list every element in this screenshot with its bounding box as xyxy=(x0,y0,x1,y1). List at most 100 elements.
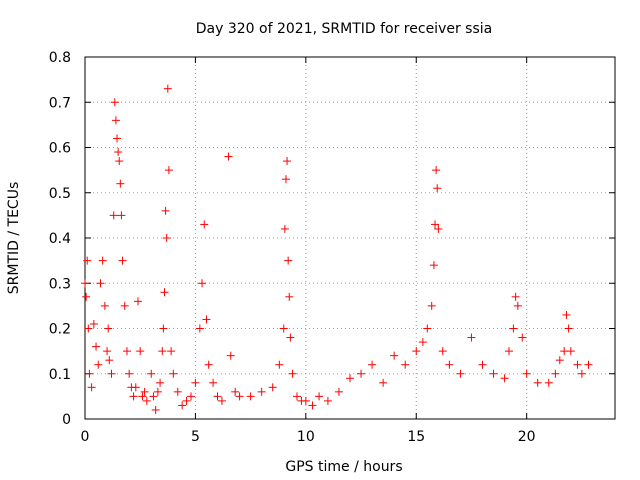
data-point xyxy=(418,338,427,347)
data-point xyxy=(533,378,542,387)
y-tick-label: 0 xyxy=(62,412,71,428)
data-point xyxy=(323,396,332,405)
data-points xyxy=(81,84,593,414)
x-axis-label: GPS time / hours xyxy=(285,459,402,475)
data-point xyxy=(562,310,571,319)
x-ticks: 0 5 10 15 20 xyxy=(81,57,536,445)
data-point xyxy=(511,292,520,301)
data-point xyxy=(131,383,140,392)
chart-title: Day 320 of 2021, SRMTID for receiver ssi… xyxy=(196,21,492,37)
data-point xyxy=(584,360,593,369)
x-tick-label: 10 xyxy=(297,429,315,445)
data-point xyxy=(173,387,182,396)
data-point xyxy=(125,369,134,378)
data-point xyxy=(204,360,213,369)
data-point xyxy=(81,279,89,288)
data-point xyxy=(85,369,94,378)
data-point xyxy=(429,261,438,270)
data-point xyxy=(286,333,295,342)
data-point xyxy=(301,396,310,405)
data-point xyxy=(200,220,209,229)
x-tick-label: 20 xyxy=(518,429,536,445)
data-point xyxy=(231,387,240,396)
x-tick-label: 5 xyxy=(191,429,200,445)
data-point xyxy=(432,166,441,175)
data-point xyxy=(281,175,290,184)
data-point xyxy=(315,392,324,401)
data-point xyxy=(518,333,527,342)
data-point xyxy=(283,157,292,166)
data-point xyxy=(500,374,509,383)
data-point xyxy=(198,279,207,288)
data-point xyxy=(564,324,573,333)
data-point xyxy=(182,396,191,405)
data-point xyxy=(478,360,487,369)
data-point xyxy=(82,292,91,301)
data-point xyxy=(191,378,200,387)
data-point xyxy=(140,387,149,396)
y-ticks: 0 0.1 0.2 0.3 0.4 0.5 0.6 0.7 0.8 xyxy=(49,50,615,428)
data-point xyxy=(115,157,124,166)
data-point xyxy=(100,301,109,310)
data-point xyxy=(226,351,235,360)
data-point xyxy=(284,256,293,265)
y-tick-label: 0.2 xyxy=(49,322,71,338)
data-point xyxy=(217,396,226,405)
data-point xyxy=(162,234,171,242)
data-point xyxy=(334,387,343,396)
data-point xyxy=(257,387,266,396)
data-point xyxy=(202,315,211,324)
data-point xyxy=(357,369,366,378)
data-point xyxy=(94,360,103,369)
data-point xyxy=(195,324,204,333)
data-point xyxy=(213,392,222,401)
data-point xyxy=(544,378,553,387)
data-point xyxy=(116,179,125,188)
data-point xyxy=(555,356,564,365)
grid-lines xyxy=(85,57,615,419)
data-point xyxy=(268,383,277,392)
y-tick-label: 0.1 xyxy=(49,367,71,383)
data-point xyxy=(161,206,170,215)
data-point xyxy=(235,392,244,401)
data-point xyxy=(120,301,129,310)
data-point xyxy=(346,374,354,383)
data-point xyxy=(118,256,127,265)
data-point xyxy=(505,347,513,356)
data-point xyxy=(431,220,440,229)
data-point xyxy=(288,369,297,378)
data-point xyxy=(160,288,169,297)
data-point xyxy=(136,347,145,356)
y-axis-label: SRMTID / TECUs xyxy=(6,182,22,295)
data-point xyxy=(158,347,167,356)
data-point xyxy=(279,324,288,333)
data-point xyxy=(109,211,118,220)
data-point xyxy=(293,392,301,401)
data-point xyxy=(178,401,187,410)
data-point xyxy=(209,378,218,387)
data-point xyxy=(111,116,120,125)
data-point xyxy=(169,369,178,378)
data-point xyxy=(401,360,410,369)
data-point xyxy=(156,378,165,387)
data-point xyxy=(114,148,123,157)
data-point xyxy=(129,392,138,401)
data-point xyxy=(187,392,195,401)
data-point xyxy=(438,347,447,356)
y-tick-label: 0.3 xyxy=(49,276,71,292)
data-point xyxy=(445,360,454,369)
data-point xyxy=(163,84,172,93)
data-point xyxy=(151,405,160,414)
data-point xyxy=(566,347,575,356)
data-point xyxy=(149,392,158,401)
data-point xyxy=(153,387,162,396)
data-point xyxy=(368,360,377,369)
y-tick-label: 0.8 xyxy=(49,50,71,66)
data-point xyxy=(117,211,126,220)
data-point xyxy=(433,184,442,193)
data-point xyxy=(96,279,105,288)
data-point xyxy=(122,347,131,356)
data-point xyxy=(164,166,173,175)
y-tick-label: 0.5 xyxy=(49,186,71,202)
